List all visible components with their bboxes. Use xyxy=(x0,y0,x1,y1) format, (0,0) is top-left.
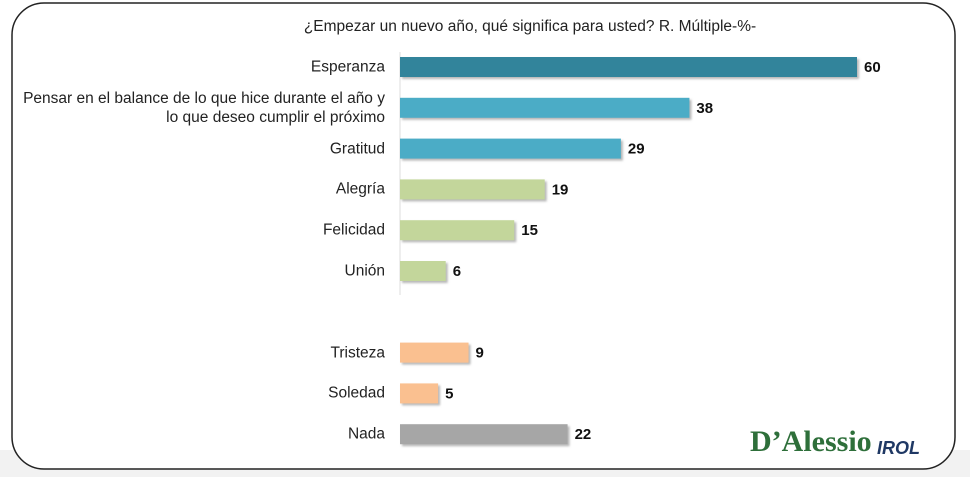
chart-title: ¿Empezar un nuevo año, qué significa par… xyxy=(304,18,756,35)
value-label: 29 xyxy=(628,141,645,158)
category-label: Unión xyxy=(344,262,386,280)
bar xyxy=(400,383,439,404)
bar xyxy=(400,97,690,118)
value-label: 9 xyxy=(476,345,484,362)
value-label: 15 xyxy=(521,222,538,239)
value-label: 5 xyxy=(445,385,453,402)
value-label: 22 xyxy=(575,426,592,443)
bar xyxy=(400,342,469,363)
category-label: Esperanza xyxy=(310,58,385,76)
brand: D’Alessio xyxy=(750,425,872,458)
brand-suffix: IROL xyxy=(877,438,920,458)
bar xyxy=(400,220,515,241)
category-label: Nada xyxy=(347,425,385,443)
category-label: Pensar en el balance de lo que hice dura… xyxy=(23,89,385,126)
category-label: Gratitud xyxy=(329,140,385,158)
category-label: Felicidad xyxy=(322,221,385,239)
bar xyxy=(400,179,545,200)
value-label: 38 xyxy=(696,100,713,117)
bar xyxy=(400,261,446,281)
category-label: Soledad xyxy=(328,384,385,402)
value-label: 60 xyxy=(864,59,881,76)
value-label: 6 xyxy=(453,263,461,280)
value-label: 19 xyxy=(552,181,569,198)
category-label: Alegría xyxy=(335,180,385,198)
bar xyxy=(400,57,857,77)
bar xyxy=(400,138,621,159)
category-label: Tristeza xyxy=(330,344,385,362)
bar xyxy=(400,424,568,445)
